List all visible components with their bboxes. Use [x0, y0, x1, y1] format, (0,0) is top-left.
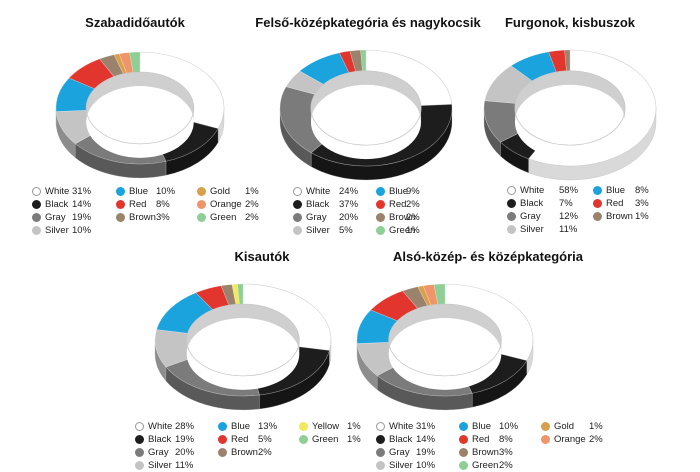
legend-value: 3% — [499, 446, 513, 459]
legend-swatch-gray — [376, 448, 385, 457]
legend-value: 10% — [499, 420, 518, 433]
legend-label: Red — [472, 433, 489, 446]
legend-value: 19% — [416, 446, 435, 459]
legend-label: Gold — [554, 420, 574, 433]
legend-value: 8% — [499, 433, 513, 446]
legend-label: Gray — [389, 446, 410, 459]
legend-swatch-blue — [459, 422, 468, 431]
legend-label: Brown — [472, 446, 499, 459]
legend-swatch-orange — [541, 435, 550, 444]
legend-label: Silver — [389, 459, 413, 472]
legend-label: Black — [389, 433, 412, 446]
legend-value: 31% — [416, 420, 435, 433]
legend-label: Blue — [472, 420, 491, 433]
legend-value: 2% — [589, 433, 603, 446]
legend-swatch-gold — [541, 422, 550, 431]
legend-swatch-green — [459, 461, 468, 470]
legend-value: 1% — [589, 420, 603, 433]
legend-swatch-red — [459, 435, 468, 444]
legend-label: Green — [472, 459, 498, 472]
legend-value: 2% — [499, 459, 513, 472]
legend-value: 10% — [416, 459, 435, 472]
legend-value: 14% — [416, 433, 435, 446]
legend-swatch-black — [376, 435, 385, 444]
legend-swatch-white — [376, 422, 385, 431]
legend-swatch-brown — [459, 448, 468, 457]
donut-hole — [389, 318, 502, 390]
legend-label: White — [389, 420, 413, 433]
legend-label: Orange — [554, 433, 586, 446]
legend-swatch-silver — [376, 461, 385, 470]
